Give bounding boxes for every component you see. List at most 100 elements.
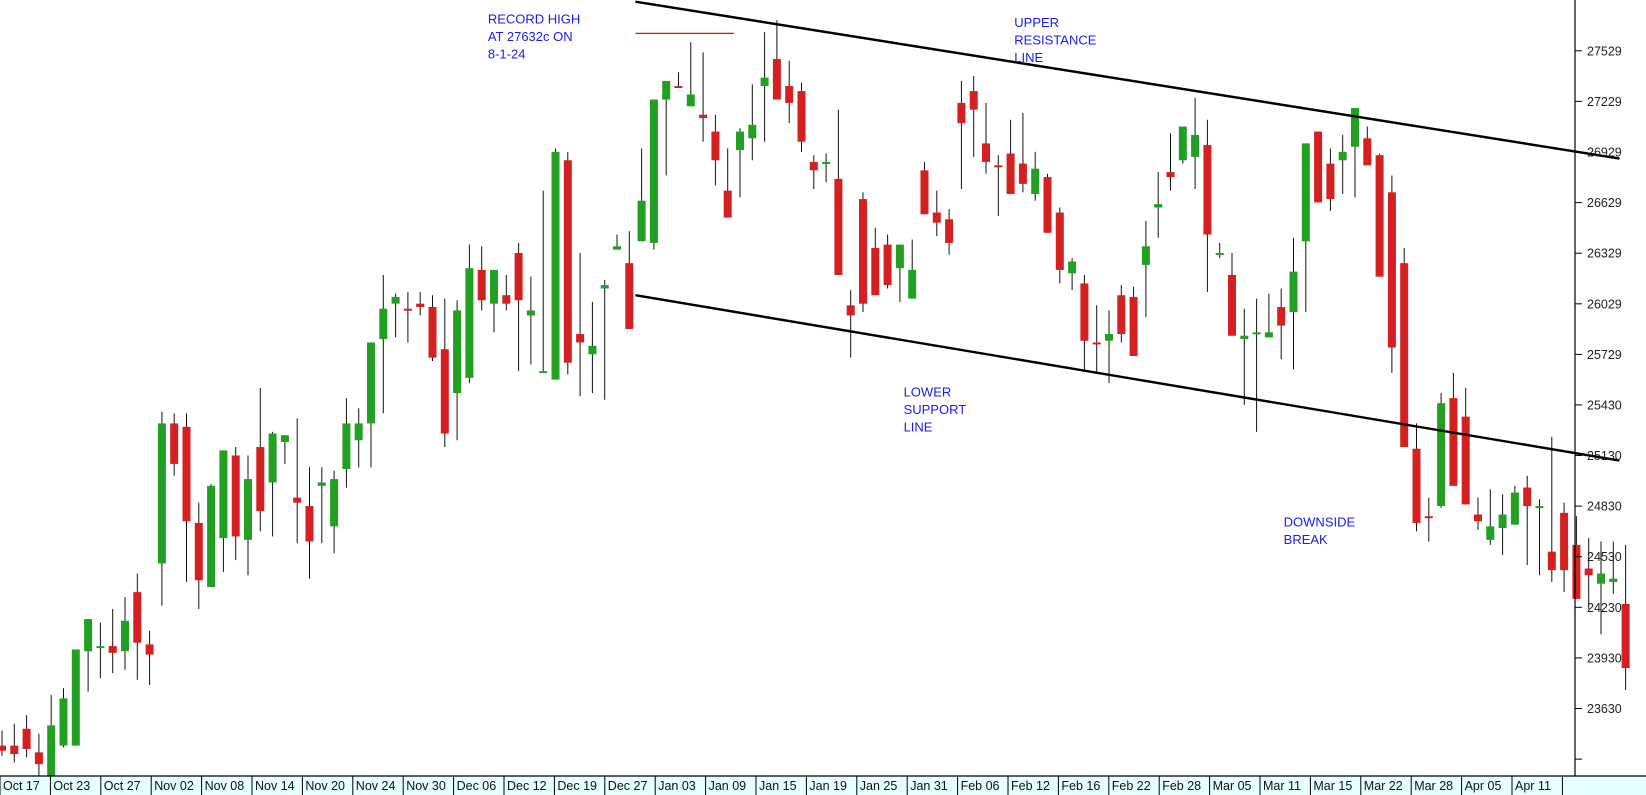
candle bbox=[1240, 308, 1249, 405]
candle bbox=[1424, 497, 1433, 542]
candle bbox=[1584, 538, 1593, 609]
annotation-line: 8-1-24 bbox=[488, 47, 526, 62]
candle-body bbox=[293, 497, 302, 503]
candle-body bbox=[994, 165, 1003, 168]
record-high-annotation: RECORD HIGH AT 27632c ON 8-1-24 bbox=[488, 12, 580, 62]
candle bbox=[330, 470, 339, 554]
candle bbox=[354, 408, 363, 468]
candle bbox=[1117, 285, 1126, 343]
x-tick-label: Nov 24 bbox=[356, 779, 396, 793]
candle-body bbox=[539, 371, 548, 374]
candle-body bbox=[908, 269, 917, 299]
candle bbox=[526, 276, 535, 365]
candle-body bbox=[490, 269, 498, 304]
candle bbox=[1031, 151, 1040, 201]
candle-body bbox=[772, 59, 781, 100]
candle bbox=[846, 290, 855, 358]
candle bbox=[10, 723, 19, 763]
candle bbox=[182, 413, 191, 582]
x-tick-label: Feb 06 bbox=[961, 779, 1000, 793]
candle bbox=[1154, 172, 1163, 238]
candle-body bbox=[723, 190, 732, 218]
candle-body bbox=[1092, 342, 1101, 345]
candle-body bbox=[1510, 492, 1519, 525]
candle-body bbox=[1203, 145, 1212, 235]
candle bbox=[1228, 253, 1236, 336]
candle-body bbox=[1535, 506, 1544, 509]
candle bbox=[1277, 288, 1286, 360]
y-tick-label: 27229 bbox=[1587, 95, 1622, 109]
x-tick-label: Nov 14 bbox=[255, 779, 295, 793]
x-tick-label: Oct 17 bbox=[3, 779, 40, 793]
candle-body bbox=[957, 102, 966, 124]
candle bbox=[908, 239, 917, 299]
candle-body bbox=[1621, 603, 1630, 669]
candle-body bbox=[1560, 512, 1569, 571]
candle bbox=[551, 148, 560, 380]
x-tick-label: Mar 05 bbox=[1213, 779, 1252, 793]
candle-body bbox=[367, 342, 375, 424]
candle bbox=[1375, 153, 1384, 277]
candle bbox=[1252, 298, 1261, 432]
candle-body bbox=[305, 506, 314, 542]
candle bbox=[391, 293, 400, 338]
candle-body bbox=[354, 423, 363, 441]
y-tick-label: 23630 bbox=[1587, 702, 1622, 716]
candle-body bbox=[342, 423, 351, 469]
candle bbox=[1129, 286, 1138, 356]
x-tick-label: Jan 03 bbox=[658, 779, 696, 793]
candle bbox=[957, 80, 966, 189]
candle bbox=[662, 80, 671, 176]
trendlines-group bbox=[635, 0, 1620, 462]
y-tick-label: 24230 bbox=[1587, 601, 1622, 615]
candle bbox=[96, 622, 105, 679]
candle bbox=[244, 455, 252, 576]
x-ticks-group: Oct 17 Oct 23 Oct 27 Nov 02 Nov 08 Nov 14 Nov … bbox=[0, 776, 1563, 795]
candle-body bbox=[932, 212, 941, 223]
upper-resistance-line bbox=[635, 0, 1620, 160]
candle-body bbox=[453, 310, 462, 394]
candle bbox=[403, 291, 412, 343]
annotation-line: SUPPORT bbox=[904, 402, 967, 417]
candle-body bbox=[34, 752, 43, 765]
candle-body bbox=[403, 308, 412, 311]
candle bbox=[1609, 541, 1618, 594]
candle-body bbox=[1474, 514, 1482, 522]
candle-body bbox=[280, 435, 289, 442]
x-tick-label: Nov 30 bbox=[406, 779, 446, 793]
candle-body bbox=[920, 170, 929, 215]
candle bbox=[0, 730, 6, 756]
candle bbox=[1560, 502, 1569, 593]
candle bbox=[1461, 388, 1470, 505]
candle bbox=[1289, 237, 1298, 370]
candle bbox=[1400, 247, 1409, 448]
candle bbox=[600, 280, 609, 400]
candle bbox=[59, 688, 68, 748]
candle bbox=[502, 274, 511, 311]
candle-body bbox=[1105, 334, 1113, 341]
candle bbox=[194, 502, 203, 609]
candle-body bbox=[1412, 448, 1421, 523]
candle-body bbox=[637, 200, 646, 242]
annotations-group: RECORD HIGH AT 27632c ON 8-1-24 UPPER RESIST… bbox=[488, 12, 1356, 547]
candle bbox=[1387, 175, 1396, 373]
candle-body bbox=[1215, 253, 1224, 256]
y-tick-label: 25430 bbox=[1587, 398, 1622, 412]
candle-body bbox=[1363, 138, 1372, 166]
x-tick-label: Jan 09 bbox=[709, 779, 747, 793]
candle-body bbox=[526, 310, 535, 316]
candle-body bbox=[1178, 126, 1187, 161]
candle-body bbox=[71, 649, 80, 746]
candle-body bbox=[982, 143, 990, 162]
candle-body bbox=[59, 698, 68, 746]
x-tick-label: Feb 12 bbox=[1011, 779, 1050, 793]
candle bbox=[47, 695, 56, 776]
candle bbox=[1178, 126, 1187, 164]
candle bbox=[219, 450, 228, 572]
x-tick-label: Dec 06 bbox=[457, 779, 497, 793]
candle-body bbox=[108, 646, 117, 653]
candle bbox=[1191, 97, 1200, 189]
candle-body bbox=[256, 447, 265, 512]
candle bbox=[945, 209, 954, 255]
candle bbox=[453, 300, 462, 441]
